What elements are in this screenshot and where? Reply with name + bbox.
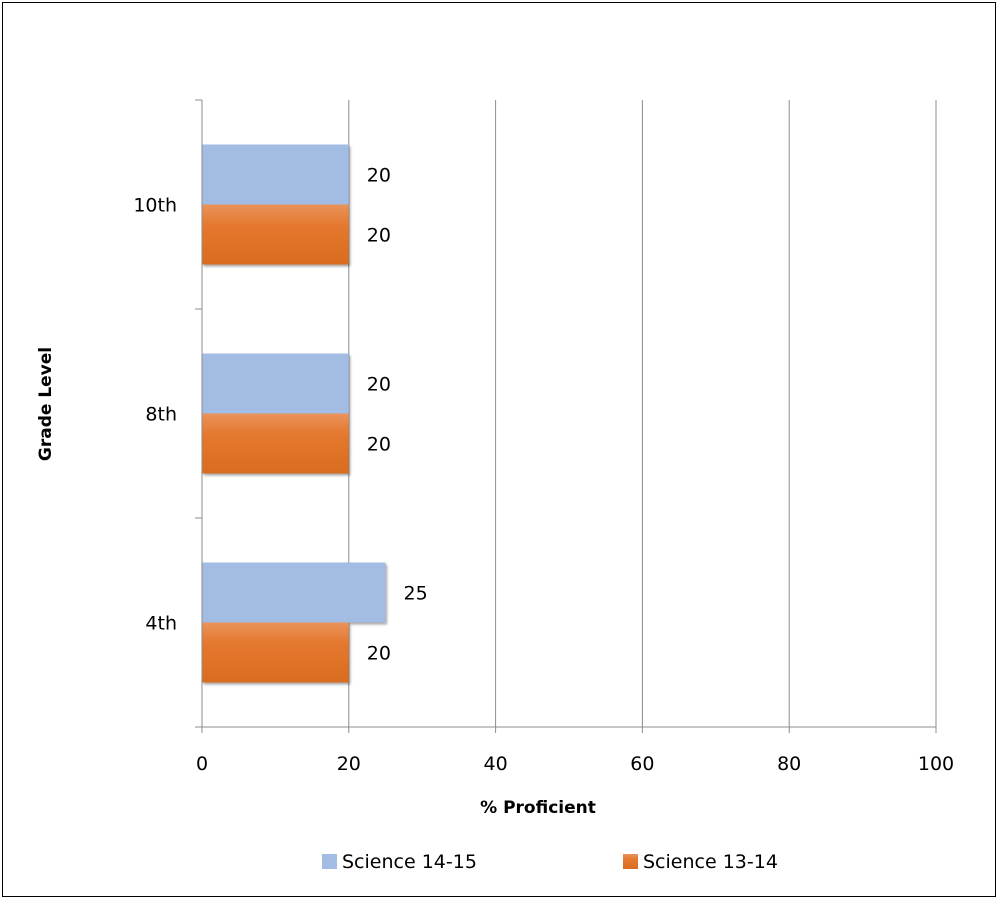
legend-swatch [322, 854, 337, 869]
bar-science-13-14 [202, 622, 349, 683]
y-tick-label: 10th [133, 195, 177, 217]
bar-science-13-14 [202, 413, 349, 474]
x-tick-label: 80 [777, 753, 801, 775]
bar-science-14-15 [202, 562, 386, 623]
legend-label: Science 13-14 [643, 851, 778, 873]
bar-science-13-14 [202, 204, 349, 265]
legend-label: Science 14-15 [342, 851, 477, 873]
data-label: 20 [367, 225, 391, 247]
y-tick-label: 8th [145, 404, 177, 426]
x-tick-label: 100 [918, 753, 954, 775]
bar-science-14-15 [202, 144, 349, 205]
x-tick-label: 40 [484, 753, 508, 775]
x-tick-label: 60 [630, 753, 654, 775]
legend-swatch [623, 854, 638, 869]
x-tick-label: 0 [196, 753, 208, 775]
data-label: 20 [367, 643, 391, 665]
x-axis-title: % Proficient [480, 798, 596, 818]
y-tick-label: 4th [145, 613, 177, 635]
data-label: 20 [367, 165, 391, 187]
data-label: 20 [367, 434, 391, 456]
bar-science-14-15 [202, 353, 349, 414]
x-tick-label: 20 [337, 753, 361, 775]
data-label: 20 [367, 374, 391, 396]
data-label: 25 [404, 583, 428, 605]
y-axis-title: Grade Level [36, 347, 56, 461]
